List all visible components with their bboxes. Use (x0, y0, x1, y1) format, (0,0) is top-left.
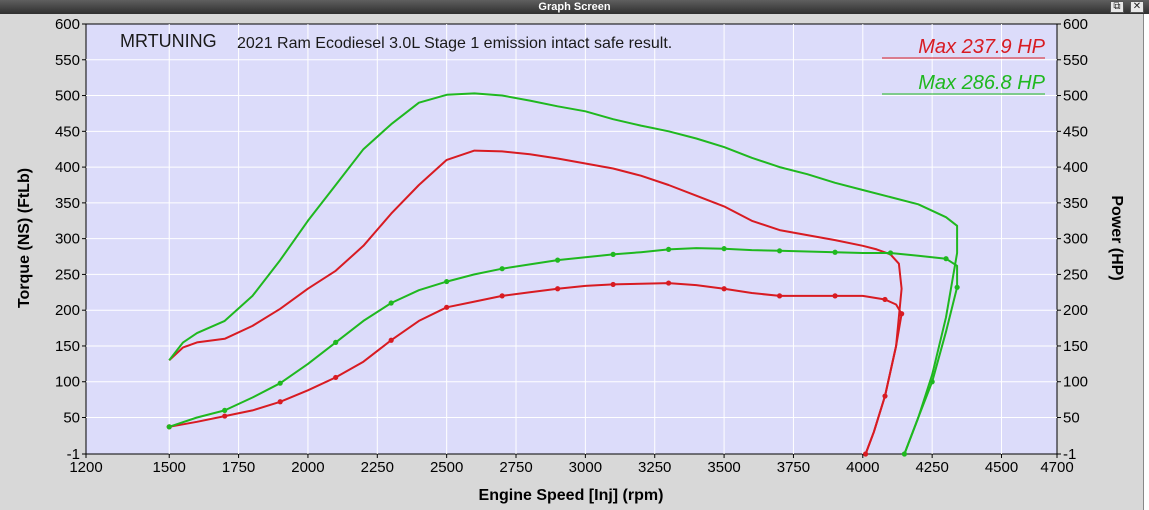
data-point-green-power (222, 407, 228, 413)
y-tick-label-left: 400 (55, 159, 80, 176)
x-tick-label: 4700 (1040, 459, 1073, 476)
data-point-red-power (277, 399, 283, 405)
data-point-red-power (882, 296, 888, 303)
y-tick-label-left: 500 (55, 88, 80, 105)
x-tick-label: 3500 (707, 459, 740, 476)
data-point-green-power (954, 284, 960, 290)
x-tick-label: 1500 (153, 459, 186, 476)
y-tick-label-left: 100 (55, 374, 80, 391)
window-scrollbar[interactable] (1143, 14, 1149, 510)
y-tick-label-left: 50 (63, 410, 80, 427)
series-line-green-power (168, 247, 959, 455)
y-tick-label-left: 450 (55, 123, 80, 140)
series-line-green-torque (168, 92, 959, 455)
data-point-green-power (166, 424, 172, 430)
data-point-green-power (666, 246, 672, 252)
restore-icon[interactable]: ⧉ (1110, 1, 1124, 13)
data-point-green-power (901, 451, 908, 457)
data-point-red-power (899, 311, 905, 317)
x-tick-label: 3000 (569, 459, 602, 476)
data-point-red-power (610, 281, 616, 288)
data-point-green-power (943, 256, 949, 262)
x-tick-label: 2500 (430, 459, 463, 476)
series-layer (166, 92, 960, 457)
x-tick-label: 2250 (361, 459, 394, 476)
window-title: Graph Screen (538, 1, 611, 13)
y-tick-label-right: 550 (1063, 52, 1088, 69)
y-tick-label-left: -1 (67, 446, 80, 463)
y-tick-label-right: 600 (1063, 16, 1088, 33)
y-tick-label-left: 200 (55, 302, 80, 319)
y-tick-label-right: 300 (1063, 231, 1088, 248)
data-point-red-power (555, 286, 561, 292)
y-tick-label-right: 250 (1063, 266, 1088, 283)
y-tick-label-right: 150 (1063, 338, 1088, 355)
y-tick-label-right: 50 (1063, 410, 1080, 427)
y-tick-label-right: 500 (1063, 88, 1088, 105)
data-point-red-power (499, 293, 505, 299)
window-titlebar[interactable]: Graph Screen ⧉ ✕ (0, 0, 1149, 14)
data-point-green-power (929, 379, 935, 385)
y-tick-label-left: 150 (55, 338, 80, 355)
data-point-green-power (555, 257, 561, 263)
data-point-red-power (832, 293, 838, 299)
y-tick-label-left: 250 (55, 266, 80, 283)
data-point-red-power (862, 451, 869, 457)
x-tick-label: 4250 (915, 459, 948, 476)
y-tick-label-left: 600 (55, 16, 80, 33)
x-tick-label: 1200 (69, 459, 102, 476)
data-point-green-power (499, 266, 505, 272)
y-tick-label-right: 400 (1063, 159, 1088, 176)
y-tick-label-right: 450 (1063, 123, 1088, 140)
data-point-red-power (666, 280, 672, 286)
y-tick-label-left: 350 (55, 195, 80, 212)
data-point-red-power (388, 337, 394, 343)
y-axis-label-left: Torque (NS) (FtLb) (16, 168, 33, 308)
data-point-green-power (388, 300, 394, 306)
data-point-green-power (776, 248, 783, 254)
data-point-red-power (222, 413, 228, 419)
y-tick-label-right: 100 (1063, 374, 1088, 391)
x-tick-label: 3250 (638, 459, 671, 476)
y-tick-label-right: -1 (1063, 446, 1076, 463)
data-point-green-power (277, 380, 283, 386)
x-tick-label: 4500 (985, 459, 1018, 476)
data-point-red-power (444, 304, 450, 310)
data-point-green-power (333, 339, 339, 345)
data-point-red-power (882, 393, 888, 399)
max-hp-red-label: Max 237.9 HP (918, 36, 1045, 58)
x-tick-label: 1750 (222, 459, 255, 476)
watermark: MRTUNING (120, 31, 217, 51)
y-axis-label-right: Power (HP) (1108, 195, 1125, 280)
data-point-green-power (887, 250, 894, 256)
tick-labels: 1200 1500 1750 2000 2250 2500 2750 3000 3250 3500… (55, 16, 1088, 476)
data-point-green-power (444, 278, 450, 285)
y-tick-label-right: 350 (1063, 195, 1088, 212)
x-axis-label: Engine Speed [Inj] (rpm) (479, 487, 664, 504)
close-icon[interactable]: ✕ (1130, 1, 1144, 13)
data-point-green-power (832, 249, 838, 255)
series-line-red-torque (168, 149, 903, 455)
max-hp-green-label: Max 286.8 HP (918, 72, 1045, 94)
x-tick-label: 4000 (846, 459, 879, 476)
chart-title: 2021 Ram Ecodiesel 3.0L Stage 1 emission… (237, 35, 672, 52)
y-tick-label-left: 300 (55, 231, 80, 248)
x-tick-label: 3750 (777, 459, 810, 476)
x-tick-label: 2000 (291, 459, 324, 476)
data-point-green-power (721, 246, 727, 252)
data-point-red-power (333, 374, 339, 381)
y-tick-label-left: 550 (55, 52, 80, 69)
grid (86, 24, 1057, 454)
data-point-green-power (610, 251, 616, 257)
x-tick-label: 2750 (499, 459, 532, 476)
data-point-red-power (776, 293, 783, 299)
y-tick-label-right: 200 (1063, 302, 1088, 319)
data-point-red-power (721, 286, 727, 292)
